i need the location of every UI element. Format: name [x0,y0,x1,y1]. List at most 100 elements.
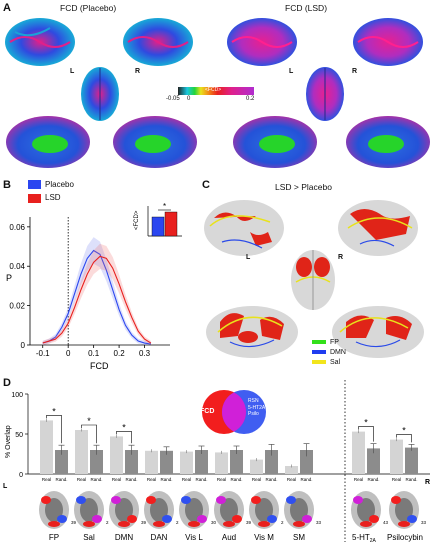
bar-real [40,420,53,474]
bar-real [110,436,123,474]
overlap-venn-diagram [202,390,266,434]
placebo-hemi-left: L [70,68,75,75]
tick-rand-label: Rand. [55,477,67,482]
axial-slice-core [80,498,98,522]
venn-right-line-2: 5-HT2A [248,404,266,411]
placebo-title: FCD (Placebo) [60,3,117,13]
sig-star: * [402,426,406,436]
tick-rand-label: Rand. [265,477,277,482]
slice-number: 2 [106,520,109,525]
inset-bar-lsd [164,211,178,237]
panel-c-legend: FP DMN Sal [312,338,346,368]
receptor-label: 5-HT2A [352,533,377,544]
axial-slice-blob [111,496,121,504]
lsd-dorsal-brain [306,67,344,121]
axial-slice-blob [197,515,207,523]
tick-rand-label: Rand. [300,477,312,482]
slice-number: 2 [176,520,179,525]
placebo-dorsal-brain [81,67,119,121]
axial-slice-blob [398,521,410,527]
tick-real-label: Real [42,477,51,482]
d-y-tick-label: 0 [19,472,23,479]
bar-rand [405,447,418,474]
axial-slice-blob [360,521,372,527]
sig-bracket [396,434,412,443]
sig-star: * [52,406,56,416]
sig-bracket [46,415,62,444]
overlap-bar-chart: 0 50 100 % Overlap Real Rand. * Real Rand. * Real R… [3,380,430,544]
tick-real-label: Real [147,477,156,482]
colorbar-tick-min: -0.05 [166,96,180,102]
bar-rand [125,450,138,474]
lsd-gt-placebo-medial-right-brain [332,306,424,358]
placebo-medial-left-brain [6,116,90,168]
tick-rand-label: Rand. [160,477,172,482]
venn-right-line-3: Psilo [248,411,259,417]
lsd-gt-placebo-medial-left-brain [206,306,298,358]
bar-rand [160,450,173,474]
colorbar-label: <FCD> [205,87,222,93]
legend-sal-label: Sal [330,359,341,366]
slice-number: 2 [281,520,284,525]
x-tick-label: 0.3 [139,349,151,358]
d-hemi-left: L [3,483,8,490]
network-label: Sal [83,533,95,542]
axial-slice-core [45,498,63,522]
bar-real [180,451,193,474]
placebo-lateral-right-brain [123,18,193,66]
tick-real-label: Real [287,477,296,482]
tick-rand-label: Rand. [405,477,417,482]
fcd-colorbar [178,87,254,95]
legend-sal: Sal [312,358,346,368]
axial-slice-blob [251,496,261,504]
slice-number: 39 [246,520,252,525]
sig-star: * [87,416,91,426]
axial-slice-blob [188,521,200,527]
legend-lsd: LSD [28,193,74,203]
lsd-gt-placebo-lateral-right-brain [338,200,418,256]
tick-rand-label: Rand. [90,477,102,482]
tick-rand-label: Rand. [195,477,207,482]
y-tick-label: 0.02 [9,302,25,311]
axial-slice-core [255,498,273,522]
axial-slice-blob [162,515,172,523]
colorbar-tick-max: 0.2 [246,96,255,102]
tick-rand-label: Rand. [367,477,379,482]
slice-number: 33 [316,520,322,525]
slice-number: 39 [141,520,147,525]
tick-real-label: Real [112,477,121,482]
bar-rand [55,450,68,474]
lsd-gt-placebo-lateral-left-brain [204,200,284,256]
d-y-tick-label: 50 [15,432,23,439]
tick-real-label: Real [252,477,261,482]
x-tick-label: 0 [66,349,71,358]
axial-slice-blob [153,521,165,527]
bar-rand [230,450,243,474]
axial-slice-blob [293,521,305,527]
bar-rand [367,448,380,474]
tick-real-label: Real [182,477,191,482]
legend-fp-label: FP [330,339,339,346]
panel-c-letter: C [202,179,210,191]
legend-placebo-label: Placebo [45,180,74,189]
network-label: DAN [151,533,168,542]
x-tick-label: 0.2 [114,349,126,358]
axial-slice-core [395,498,413,522]
lsd-medial-right-brain [346,116,430,168]
legend-dmn-swatch [312,350,326,355]
panel-a-brains [5,18,430,168]
bar-rand [195,450,208,474]
lsd-medial-left-brain [233,116,317,168]
venn-right-line-1: RSN [248,398,259,404]
series-line-lsd [42,255,152,344]
y-axis-label: P [6,273,12,283]
panel-c-hemi-right: R [338,254,344,261]
sig-bracket [116,431,132,444]
bar-real [215,452,228,474]
panel-d-letter: D [3,377,11,389]
bar-real [75,430,88,474]
axial-slice-blob [48,521,60,527]
x-axis-label: FCD [90,361,109,371]
axial-slice-blob [83,521,95,527]
panel-b-letter: B [3,179,11,191]
